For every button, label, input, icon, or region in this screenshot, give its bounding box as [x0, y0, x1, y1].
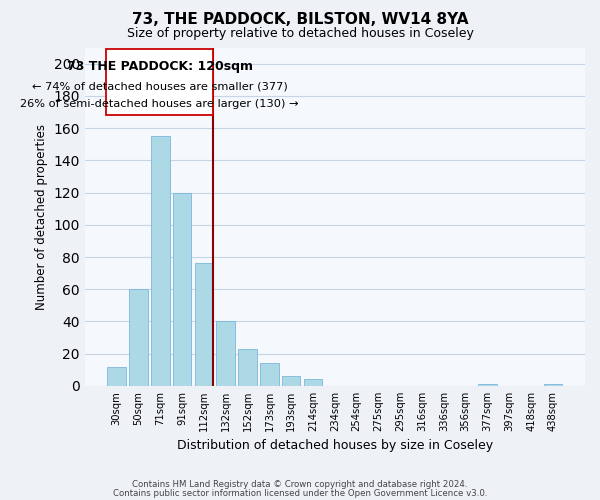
Bar: [107, 366, 126, 386]
Text: Contains HM Land Registry data © Crown copyright and database right 2024.: Contains HM Land Registry data © Crown c…: [132, 480, 468, 489]
Y-axis label: Number of detached properties: Number of detached properties: [35, 124, 48, 310]
Bar: [106, 49, 214, 115]
Bar: [194, 264, 213, 386]
Bar: [260, 364, 278, 386]
Bar: [217, 322, 235, 386]
Bar: [129, 289, 148, 386]
Bar: [238, 349, 257, 386]
Text: Contains public sector information licensed under the Open Government Licence v3: Contains public sector information licen…: [113, 488, 487, 498]
Text: 73, THE PADDOCK, BILSTON, WV14 8YA: 73, THE PADDOCK, BILSTON, WV14 8YA: [132, 12, 468, 28]
Text: ← 74% of detached houses are smaller (377): ← 74% of detached houses are smaller (37…: [32, 82, 287, 92]
Text: Size of property relative to detached houses in Coseley: Size of property relative to detached ho…: [127, 28, 473, 40]
Bar: [282, 376, 301, 386]
Text: 73 THE PADDOCK: 120sqm: 73 THE PADDOCK: 120sqm: [67, 60, 253, 74]
Bar: [544, 384, 562, 386]
X-axis label: Distribution of detached houses by size in Coseley: Distribution of detached houses by size …: [177, 440, 493, 452]
Bar: [304, 380, 322, 386]
Bar: [478, 384, 497, 386]
Bar: [151, 136, 170, 386]
Text: 26% of semi-detached houses are larger (130) →: 26% of semi-detached houses are larger (…: [20, 99, 299, 109]
Bar: [173, 192, 191, 386]
